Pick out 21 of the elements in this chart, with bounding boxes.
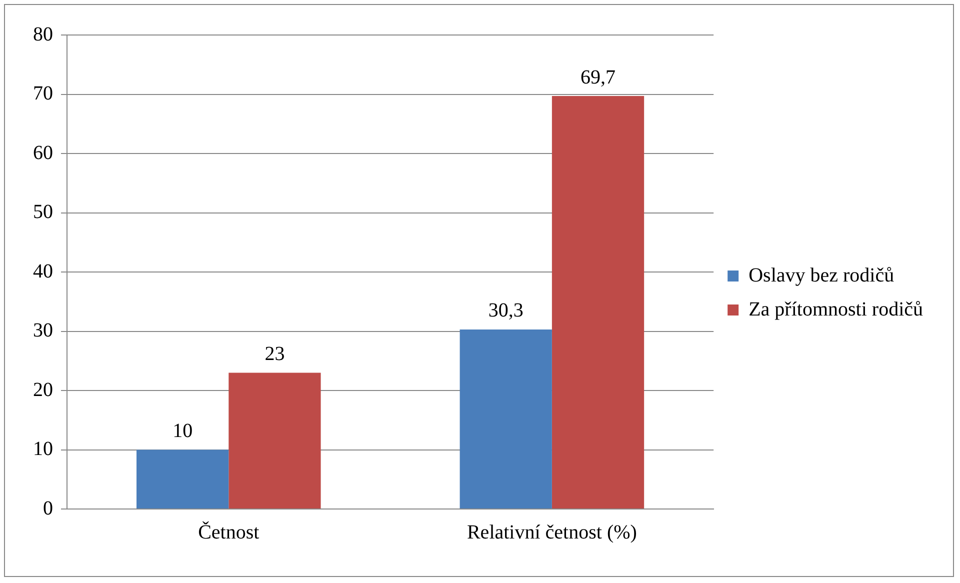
bar [136, 450, 229, 508]
data-label: 10 [172, 420, 193, 442]
y-tick-label: 50 [33, 201, 53, 223]
bar [228, 372, 321, 508]
y-tick-label: 60 [33, 142, 53, 164]
legend-label: Za přítomnosti rodičů [748, 298, 924, 320]
data-label: 69,7 [580, 66, 616, 88]
bar [552, 96, 644, 508]
y-tick-label: 10 [33, 438, 53, 460]
x-tick-label: Četnost [198, 520, 260, 544]
y-tick-label: 40 [33, 260, 53, 282]
legend-label: Oslavy bez rodičů [748, 264, 894, 286]
y-tick-label: 30 [33, 320, 53, 342]
y-tick-label: 80 [33, 23, 53, 46]
x-tick-label: Relativní četnost (%) [466, 521, 637, 544]
data-label: 23 [264, 342, 285, 365]
bar [460, 329, 552, 508]
y-tick-label: 0 [43, 497, 53, 520]
data-label: 30,3 [488, 300, 524, 322]
y-tick-label: 20 [33, 378, 53, 401]
y-tick-label: 70 [33, 82, 53, 104]
